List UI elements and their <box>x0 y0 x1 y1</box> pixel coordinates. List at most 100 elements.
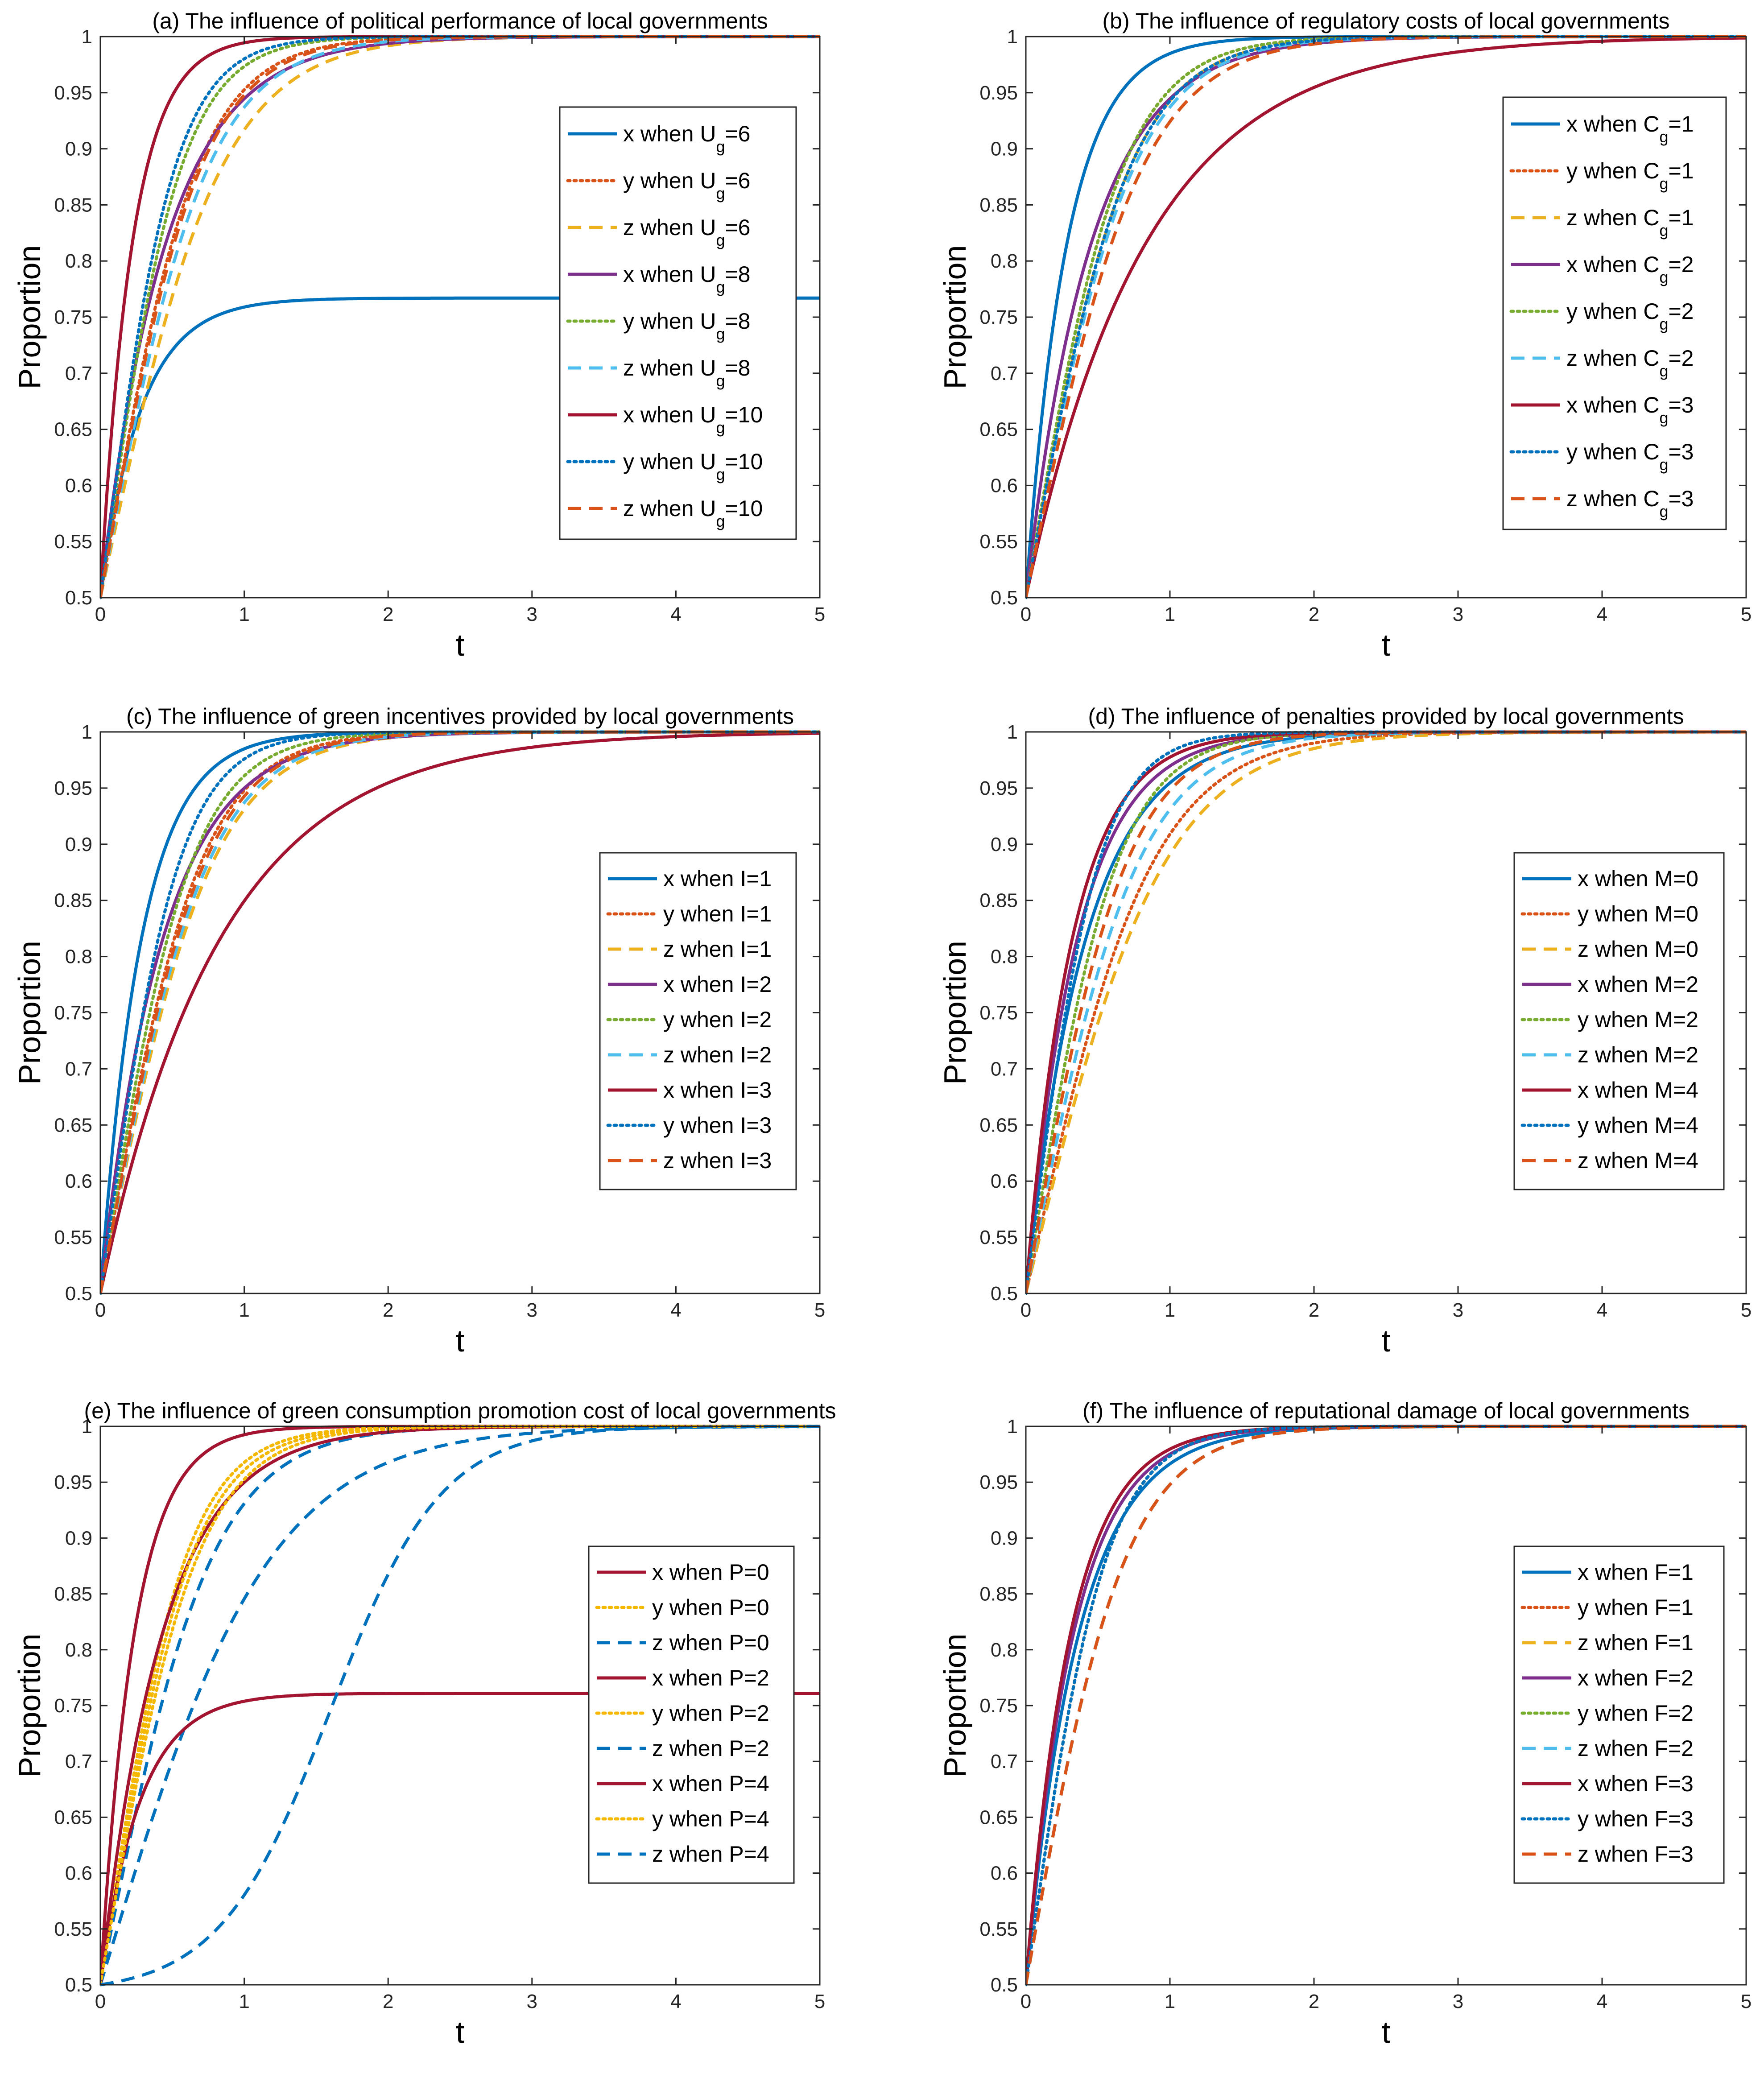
y-tick-label: 0.8 <box>65 250 92 272</box>
y-tick-label: 0.9 <box>65 834 92 855</box>
y-tick-label: 0.5 <box>991 1974 1018 1996</box>
y-tick-label: 0.6 <box>65 475 92 496</box>
y-tick-label: 0.6 <box>991 475 1018 496</box>
y-tick-label: 0.8 <box>991 250 1018 272</box>
x-tick-label: 3 <box>1453 603 1463 625</box>
x-axis-label: t <box>1382 628 1390 662</box>
legend-label: y when I=2 <box>663 1007 772 1032</box>
y-tick-label: 0.55 <box>979 1918 1018 1940</box>
y-tick-label: 0.95 <box>979 1471 1018 1493</box>
y-tick-label: 0.85 <box>979 890 1018 912</box>
x-tick-label: 0 <box>1020 603 1031 625</box>
legend: x when F=1 y when F=1 z when F=1 x when F=2… <box>1513 1545 1725 1884</box>
legend-label: z when P=2 <box>652 1736 769 1761</box>
y-tick-label: 0.5 <box>991 1283 1018 1305</box>
x-tick-label: 3 <box>527 603 537 625</box>
x-tick-label: 2 <box>1309 603 1319 625</box>
series-line-9 <box>1026 730 1746 1294</box>
chart-title: (d) The influence of penalties provided … <box>1088 704 1684 729</box>
y-tick-label: 0.65 <box>54 419 92 441</box>
series-line-3 <box>1026 730 1746 1294</box>
y-tick-label: 0.6 <box>65 1170 92 1192</box>
legend-label: y when P=0 <box>652 1595 769 1620</box>
legend-label: y when I=3 <box>663 1113 772 1138</box>
y-tick-label: 0.9 <box>65 1527 92 1549</box>
chart-title: (c) The influence of green incentives pr… <box>126 704 794 729</box>
x-tick-label: 3 <box>527 1991 537 2012</box>
y-tick-label: 1 <box>1007 26 1018 48</box>
legend-label: x when I=3 <box>663 1078 772 1103</box>
legend: x when P=0 y when P=0 z when P=0 x when P=2… <box>588 1545 795 1884</box>
y-tick-label: 0.55 <box>54 531 92 553</box>
y-tick-label: 0.75 <box>54 1002 92 1024</box>
x-axis-label: t <box>1382 1323 1390 1358</box>
legend-label: z when I=3 <box>663 1148 772 1173</box>
y-tick-label: 0.6 <box>991 1863 1018 1884</box>
y-tick-label: 0.95 <box>979 82 1018 104</box>
y-tick-label: 0.95 <box>54 1471 92 1493</box>
y-tick-label: 0.65 <box>979 1806 1018 1828</box>
y-axis-label: Proportion <box>938 1634 972 1778</box>
x-tick-label: 1 <box>239 603 249 625</box>
x-axis-label: t <box>456 628 464 662</box>
y-tick-label: 0.55 <box>54 1227 92 1248</box>
chart-panel-4: 0.5 0.55 0.6 0.65 0.7 0.75 0.8 0.85 0.9 0.95 1 0 1 2 3… <box>938 704 1752 1358</box>
y-tick-label: 0.55 <box>979 1227 1018 1248</box>
x-tick-label: 4 <box>670 1991 681 2012</box>
series-line-9 <box>100 1425 820 1987</box>
y-tick-label: 0.85 <box>54 890 92 912</box>
y-tick-label: 0.9 <box>65 138 92 160</box>
legend-label: z when M=2 <box>1578 1042 1698 1067</box>
x-tick-label: 0 <box>1020 1299 1031 1321</box>
legend-label: y when F=2 <box>1578 1701 1694 1726</box>
legend-label: x when F=2 <box>1578 1665 1694 1690</box>
y-tick-label: 0.8 <box>991 1639 1018 1661</box>
y-tick-label: 0.5 <box>65 1283 92 1305</box>
y-tick-label: 1 <box>1007 1416 1018 1438</box>
x-tick-label: 0 <box>95 1299 106 1321</box>
x-tick-label: 0 <box>95 1991 106 2012</box>
x-axis-label: t <box>456 2015 464 2049</box>
legend-label: x when M=4 <box>1578 1078 1698 1103</box>
chart-panel-6: 0.5 0.55 0.6 0.65 0.7 0.75 0.8 0.85 0.9 0.95 1 0 1 2 3… <box>938 1398 1752 2049</box>
series-line-7 <box>100 731 820 1294</box>
y-tick-label: 0.9 <box>991 1527 1018 1549</box>
y-tick-label: 0.75 <box>54 1695 92 1717</box>
y-axis-label: Proportion <box>12 941 47 1085</box>
legend-label: y when M=4 <box>1578 1113 1698 1138</box>
x-tick-label: 5 <box>1741 1991 1752 2012</box>
y-tick-label: 0.8 <box>991 946 1018 968</box>
x-tick-label: 1 <box>1165 1991 1175 2012</box>
y-tick-label: 0.85 <box>979 194 1018 216</box>
x-tick-label: 5 <box>1741 603 1752 625</box>
legend-label: z when F=2 <box>1578 1736 1694 1761</box>
x-tick-label: 0 <box>1020 1991 1031 2012</box>
x-tick-label: 4 <box>1597 1991 1607 2012</box>
legend-label: x when P=4 <box>652 1771 769 1796</box>
x-tick-label: 2 <box>383 1299 393 1321</box>
legend-box <box>599 852 797 1190</box>
x-tick-label: 2 <box>1309 1299 1319 1321</box>
legend: x when M=0 y when M=0 z when M=0 x when M=2… <box>1513 852 1725 1190</box>
legend-label: y when P=4 <box>652 1806 769 1831</box>
x-tick-label: 0 <box>95 603 106 625</box>
legend-label: z when I=2 <box>663 1042 772 1067</box>
chart-title: (a) The influence of political performan… <box>152 8 768 33</box>
legend-label: y when F=3 <box>1578 1806 1694 1831</box>
x-tick-label: 1 <box>239 1299 249 1321</box>
y-tick-label: 0.75 <box>979 1695 1018 1717</box>
x-tick-label: 5 <box>814 1991 825 2012</box>
y-tick-label: 0.75 <box>979 1002 1018 1024</box>
y-tick-label: 0.5 <box>65 1974 92 1996</box>
x-tick-label: 3 <box>1453 1991 1463 2012</box>
chart-panel-5: 0.5 0.55 0.6 0.65 0.7 0.75 0.8 0.85 0.9 0.95 1 0 1 2 3… <box>12 1398 836 2049</box>
y-tick-label: 0.7 <box>65 1058 92 1080</box>
y-axis-label: Proportion <box>12 245 47 389</box>
chart-title: (b) The influence of regulatory costs of… <box>1103 8 1670 33</box>
y-tick-label: 0.8 <box>65 946 92 968</box>
x-tick-label: 5 <box>814 603 825 625</box>
x-tick-label: 4 <box>670 1299 681 1321</box>
x-tick-label: 2 <box>383 603 393 625</box>
y-tick-label: 0.5 <box>991 587 1018 609</box>
